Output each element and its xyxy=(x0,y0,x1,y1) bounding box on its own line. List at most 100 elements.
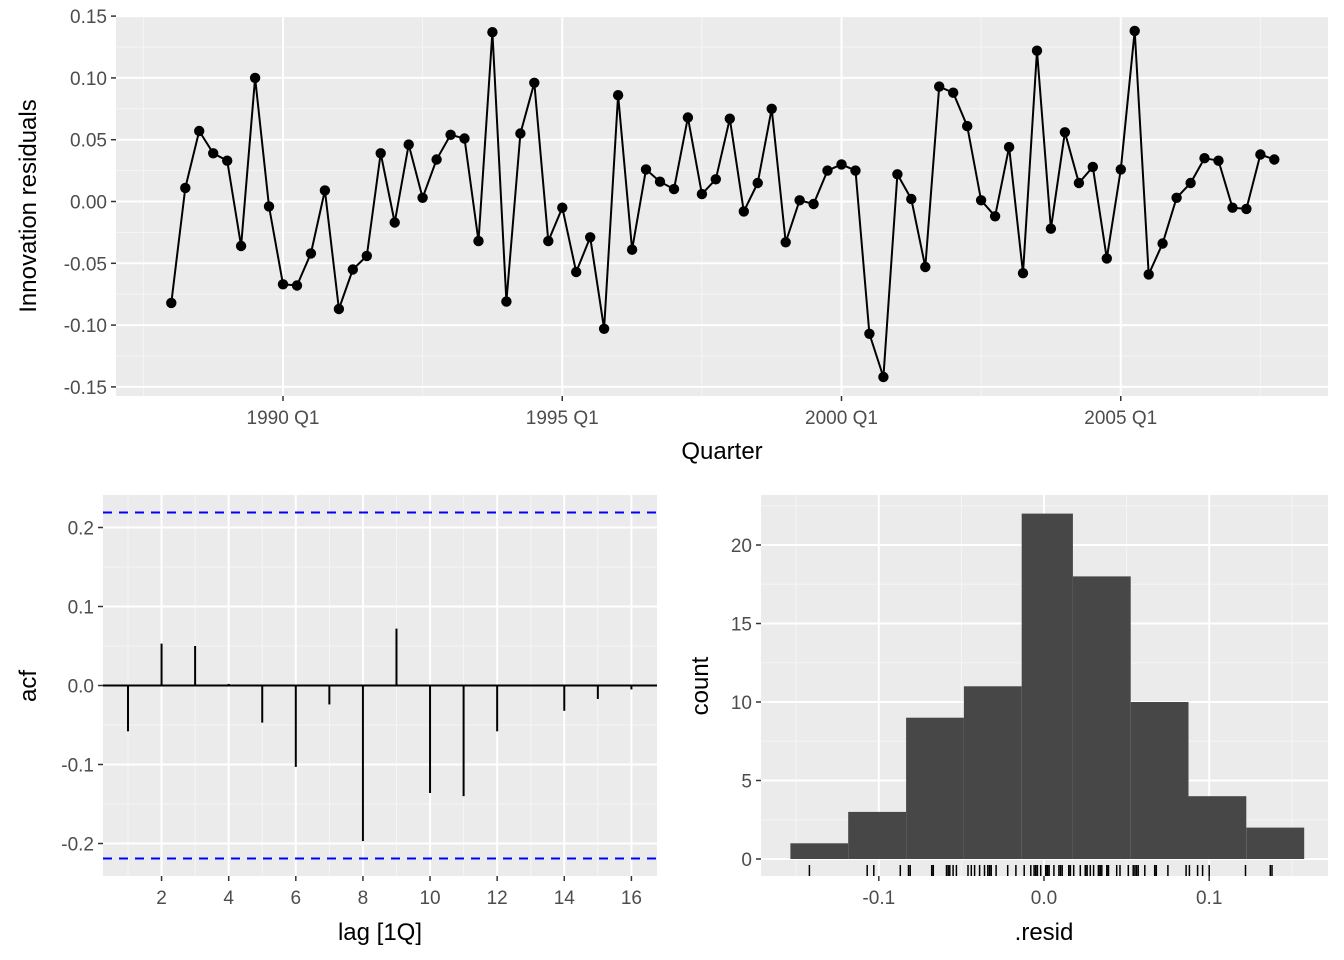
residuals-point xyxy=(1241,203,1252,215)
residuals-point xyxy=(975,195,987,206)
residuals-point xyxy=(989,211,1001,222)
residuals-point xyxy=(1255,149,1266,160)
histogram-x-axis: -0.1 0.0 0.1 xyxy=(862,876,1222,909)
residuals-y-tick-label: 0.15 xyxy=(70,7,107,28)
residuals-point xyxy=(501,296,512,307)
residuals-point xyxy=(682,112,694,123)
residuals-point xyxy=(529,77,540,89)
histogram-y-tick-label: 5 xyxy=(741,772,752,793)
residuals-point xyxy=(808,198,819,210)
residuals-y-axis-title: Innovation residuals xyxy=(15,99,42,312)
residuals-point xyxy=(626,244,638,255)
acf-y-tick-label: 0.0 xyxy=(68,677,94,698)
histogram-bar xyxy=(790,843,849,859)
residuals-point xyxy=(403,139,414,150)
residuals-point xyxy=(934,81,945,92)
residuals-point xyxy=(1227,202,1238,213)
histogram-y-tick-label: 15 xyxy=(731,615,752,636)
residuals-point xyxy=(738,206,749,217)
residuals-point xyxy=(1003,141,1015,153)
residuals-point xyxy=(1129,25,1140,37)
acf-x-tick-label: 4 xyxy=(223,888,234,909)
histogram-bar xyxy=(848,811,906,859)
residuals-series xyxy=(166,25,1280,383)
residuals-point xyxy=(668,183,680,195)
histogram-y-axis-title: count xyxy=(687,656,714,715)
residuals-y-tick-label: -0.15 xyxy=(64,378,107,399)
residuals-point xyxy=(375,148,386,159)
acf-y-tick-label: -0.1 xyxy=(61,756,94,777)
residuals-point xyxy=(361,250,372,262)
residuals-point xyxy=(1017,268,1029,279)
acf-x-tick-label: 2 xyxy=(156,888,167,909)
residuals-y-tick-label: -0.05 xyxy=(64,254,107,275)
residuals-y-tick-label: 0.00 xyxy=(70,193,107,214)
acf-marks xyxy=(103,511,657,860)
acf-x-tick-label: 10 xyxy=(419,888,440,909)
histogram-x-axis-title: .resid xyxy=(1015,919,1074,946)
residuals-point xyxy=(850,165,861,176)
residuals-point xyxy=(864,328,875,339)
histogram-bars xyxy=(790,513,1305,859)
histogram-y-tick-label: 20 xyxy=(731,536,752,557)
residuals-point xyxy=(654,176,666,187)
residuals-point xyxy=(431,154,442,165)
residuals-point xyxy=(222,155,233,166)
residuals-point xyxy=(1115,164,1127,175)
residuals-point xyxy=(766,103,777,115)
residuals-point xyxy=(194,125,205,137)
acf-x-tick-label: 16 xyxy=(621,888,642,909)
histogram-bar xyxy=(963,686,1022,859)
residuals-point xyxy=(180,182,191,194)
residuals-point xyxy=(515,128,526,139)
residuals-point xyxy=(249,72,261,84)
residuals-point xyxy=(612,90,624,101)
residuals-point xyxy=(1185,177,1196,189)
residuals-point xyxy=(1087,161,1099,173)
histogram-bar xyxy=(1188,796,1247,859)
acf-x-tick-label: 6 xyxy=(291,888,302,909)
residuals-point xyxy=(598,323,610,334)
residuals-point xyxy=(333,303,345,315)
residuals-point xyxy=(389,217,400,228)
residuals-point xyxy=(1031,45,1043,56)
acf-y-tick-label: 0.2 xyxy=(68,519,94,540)
residuals-point xyxy=(724,113,735,124)
histogram-bar xyxy=(1021,513,1073,859)
histogram-bar xyxy=(1246,827,1305,859)
acf-y-tick-label: 0.1 xyxy=(68,598,94,619)
residuals-x-tick-label: 1990 Q1 xyxy=(247,408,320,429)
residuals-panel-background xyxy=(116,16,1328,396)
residuals-point xyxy=(878,371,889,383)
acf-x-tick-label: 12 xyxy=(487,888,508,909)
histogram-bar xyxy=(1130,702,1189,859)
histogram-x-tick-label: -0.1 xyxy=(862,888,895,909)
residuals-y-tick-label: 0.05 xyxy=(70,131,107,152)
histogram-bar xyxy=(1072,576,1131,859)
residuals-point xyxy=(962,120,973,132)
residuals-point xyxy=(1143,269,1154,280)
residual-histogram: 20 15 10 5 0 -0.1 0.0 0.1 .resid count xyxy=(687,495,1328,946)
histogram-bar xyxy=(906,717,964,859)
acf-y-axis: 0.2 0.1 0.0 -0.1 -0.2 xyxy=(61,519,103,856)
residuals-point xyxy=(1045,223,1057,234)
residuals-point xyxy=(263,201,275,212)
residuals-point xyxy=(166,297,177,309)
histogram-x-tick-label: 0.0 xyxy=(1031,888,1057,909)
acf-x-axis-title: lag [1Q] xyxy=(338,919,422,946)
residuals-y-tick-label: -0.10 xyxy=(64,316,107,337)
residuals-point xyxy=(417,192,428,203)
residuals-point xyxy=(347,264,358,275)
residuals-point xyxy=(892,169,903,180)
residuals-point xyxy=(459,133,470,144)
residuals-point xyxy=(319,185,331,196)
residuals-point xyxy=(235,240,247,252)
histogram-y-axis: 20 15 10 5 0 xyxy=(731,536,761,871)
residuals-point xyxy=(822,165,833,176)
residuals-x-tick-label: 2000 Q1 xyxy=(805,408,878,429)
residuals-y-axis: 0.15 0.10 0.05 0.00 -0.05 -0.10 -0.15 xyxy=(64,7,116,399)
histogram-y-tick-label: 0 xyxy=(741,850,752,871)
residuals-time-plot: 0.150.100.050.00-0.05-0.10-0.15 1990 Q1 1… xyxy=(15,7,1328,465)
residuals-point xyxy=(1171,192,1182,203)
